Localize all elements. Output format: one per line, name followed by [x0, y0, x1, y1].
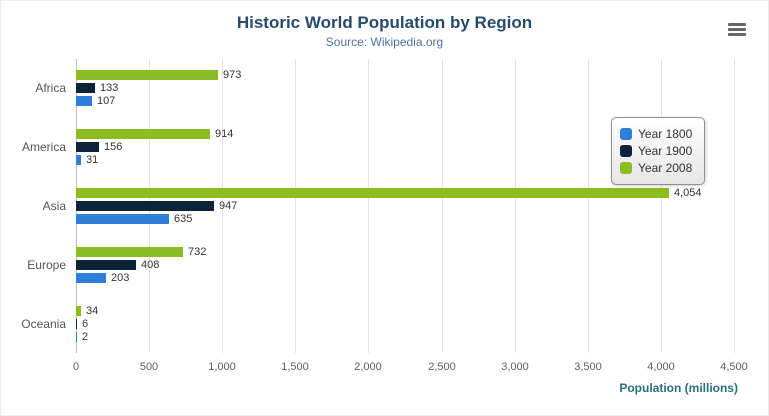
category-label: America: [21, 140, 66, 154]
bar-year-1800-africa[interactable]: [76, 96, 92, 106]
x-tick-label: 4,500: [720, 361, 748, 373]
category-label: Oceania: [21, 317, 66, 331]
bar-year-2008-africa[interactable]: [76, 70, 218, 80]
bar-value-label: 732: [188, 246, 207, 258]
bar-year-1800-america[interactable]: [76, 155, 81, 165]
bar-value-label: 635: [174, 213, 193, 225]
bar-year-1800-europe[interactable]: [76, 273, 106, 283]
legend-item-year-2008[interactable]: Year 2008: [620, 161, 692, 175]
bar-value-label: 133: [100, 82, 119, 94]
x-tick-label: 3,000: [501, 361, 529, 373]
gridline: [588, 59, 589, 353]
bar-year-2008-america[interactable]: [76, 129, 210, 139]
export-menu-icon[interactable]: [728, 23, 746, 38]
bar-year-2008-europe[interactable]: [76, 247, 183, 257]
bar-year-1900-africa[interactable]: [76, 83, 95, 93]
bar-year-1900-europe[interactable]: [76, 260, 136, 270]
bar-value-label: 107: [97, 95, 116, 107]
bar-year-2008-asia[interactable]: [76, 188, 669, 198]
legend-item-year-1900[interactable]: Year 1900: [620, 144, 692, 158]
bar-value-label: 203: [111, 272, 130, 284]
category-label: Europe: [27, 258, 66, 272]
bar-value-label: 914: [215, 128, 234, 140]
gridline: [734, 59, 735, 353]
bar-value-label: 4,054: [674, 187, 702, 199]
bar-value-label: 2: [82, 331, 89, 343]
burger-line: [728, 23, 746, 26]
legend-item-year-1800[interactable]: Year 1800: [620, 127, 692, 141]
bar-value-label: 973: [223, 69, 242, 81]
plot-area: 973 133 107 914 156 31 4,054 947 635 732 408 203 34 6…: [76, 59, 735, 353]
bar-year-1800-oceania[interactable]: [76, 332, 77, 342]
x-tick-label: 500: [139, 361, 159, 373]
legend-swatch-icon: [620, 128, 632, 140]
x-tick-label: 2,000: [354, 361, 382, 373]
gridline: [515, 59, 516, 353]
burger-line: [728, 28, 746, 31]
bar-year-1900-america[interactable]: [76, 142, 99, 152]
burger-line: [728, 33, 746, 36]
bar-value-label: 34: [86, 305, 99, 317]
x-tick-label: 4,000: [647, 361, 675, 373]
gridline: [661, 59, 662, 353]
category-label: Asia: [42, 199, 66, 213]
legend-swatch-icon: [620, 162, 632, 174]
bar-value-label: 31: [86, 154, 99, 166]
gridline: [368, 59, 369, 353]
chart-title: Historic World Population by Region: [236, 13, 533, 32]
x-axis-title: Population (millions): [619, 381, 738, 395]
gridline: [222, 59, 223, 353]
gridline: [295, 59, 296, 353]
bar-value-label: 156: [104, 141, 123, 153]
bar-value-label: 947: [219, 200, 238, 212]
bar-value-label: 6: [82, 318, 89, 330]
x-tick-label: 2,500: [428, 361, 456, 373]
gridline: [442, 59, 443, 353]
legend-item-label: Year 1800: [638, 127, 693, 141]
legend-item-label: Year 1900: [638, 144, 693, 158]
bar-year-1800-asia[interactable]: [76, 214, 169, 224]
bar-year-1900-asia[interactable]: [76, 201, 214, 211]
legend-swatch-icon: [620, 145, 632, 157]
chart-subtitle: Source: Wikipedia.org: [325, 35, 444, 49]
x-tick-label: 1,000: [208, 361, 236, 373]
category-label: Africa: [35, 81, 66, 95]
bar-year-1900-oceania[interactable]: [76, 319, 77, 329]
bar-year-2008-oceania[interactable]: [76, 306, 81, 316]
legend-item-label: Year 2008: [638, 161, 693, 175]
x-tick-label: 0: [72, 361, 80, 373]
bar-value-label: 408: [141, 259, 160, 271]
x-tick-label: 1,500: [281, 361, 309, 373]
x-tick-label: 3,500: [574, 361, 602, 373]
legend: Year 1800 Year 1900 Year 2008: [611, 117, 706, 185]
